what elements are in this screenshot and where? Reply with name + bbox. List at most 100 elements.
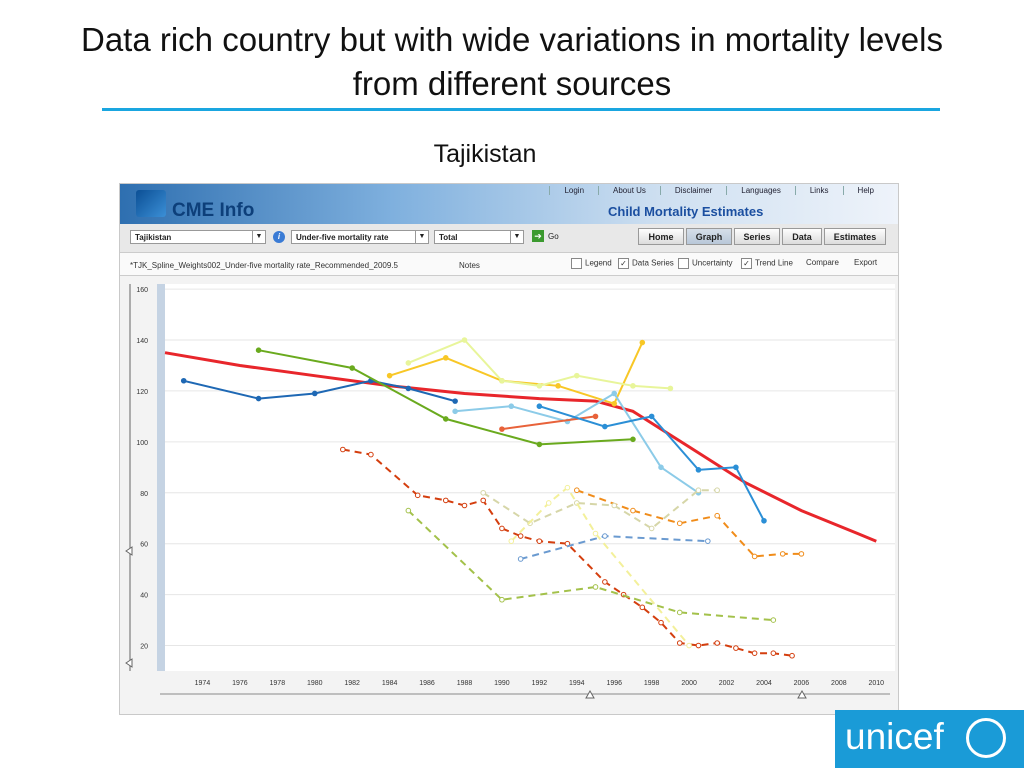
data-point	[536, 538, 543, 544]
data-point	[611, 390, 618, 397]
slide-subtitle: Tajikistan	[433, 140, 537, 168]
data-point	[751, 553, 758, 560]
mortality-chart: 20 40 60 80 100 120 140 160 1974 1976 1978 1980 1982…	[125, 284, 895, 699]
app-screenshot: CME Info Child Mortality Estimates Login…	[119, 183, 899, 715]
cme-logo-icon	[136, 190, 166, 217]
data-point	[770, 617, 777, 623]
app-logo[interactable]: CME Info	[172, 200, 255, 221]
x-tick-label: 1978	[270, 680, 286, 687]
data-point	[733, 645, 739, 651]
data-point	[676, 520, 683, 527]
export-link[interactable]: Export	[854, 258, 878, 267]
unicef-logo: unicef	[835, 710, 1024, 768]
data-series-checkbox[interactable]: ✓ Data Series	[618, 258, 674, 269]
x-tick-label: 1996	[606, 680, 622, 687]
country-select[interactable]: Tajikistan ▼	[130, 230, 266, 244]
data-series-line	[407, 509, 774, 622]
data-point	[658, 619, 664, 626]
y-tick-label: 120	[136, 389, 148, 396]
data-point	[676, 640, 683, 646]
top-link-about[interactable]: About Us	[598, 186, 660, 195]
notes-link[interactable]: Notes	[459, 261, 480, 270]
data-point	[602, 579, 608, 585]
data-point	[667, 385, 674, 392]
data-point	[499, 525, 505, 532]
data-point	[442, 497, 449, 504]
data-point	[461, 337, 468, 343]
chevron-down-icon: ▼	[415, 231, 428, 243]
unicef-logo-text: unicef	[845, 716, 944, 757]
data-point	[564, 484, 571, 491]
trend-line-checkbox-label: Trend Line	[755, 258, 793, 268]
data-point	[536, 441, 543, 448]
y-tick-label: 100	[136, 440, 148, 447]
data-point	[602, 423, 608, 430]
checkmark-icon: ✓	[618, 258, 629, 269]
x-tick-label: 2002	[719, 680, 735, 687]
data-point	[602, 533, 608, 539]
data-point	[517, 556, 524, 562]
data-point	[714, 640, 720, 646]
nav-graph-button[interactable]: Graph	[686, 228, 732, 245]
country-select-value: Tajikistan	[135, 233, 172, 242]
data-series-line	[539, 405, 765, 522]
data-point	[573, 487, 580, 494]
nav-data-button[interactable]: Data	[782, 228, 822, 245]
legend-checkbox[interactable]: Legend	[571, 258, 612, 269]
sex-select[interactable]: Total ▼	[434, 230, 524, 244]
data-point	[798, 551, 805, 557]
data-point	[405, 360, 412, 366]
data-point	[639, 604, 646, 611]
plot-area	[165, 284, 895, 671]
go-button-label[interactable]: Go	[548, 232, 559, 241]
top-link-languages[interactable]: Languages	[726, 186, 795, 195]
x-tick-label: 1976	[232, 680, 248, 687]
data-point	[770, 650, 777, 656]
data-point	[499, 426, 505, 432]
series-file-label: *TJK_Spline_Weights002_Under-five mortal…	[130, 261, 398, 270]
data-point	[536, 403, 543, 410]
top-links: Login About Us Disclaimer Languages Link…	[549, 186, 888, 195]
legend-checkbox-label: Legend	[585, 258, 612, 268]
data-point	[461, 502, 468, 509]
data-point	[592, 530, 599, 537]
y-tick-label: 20	[140, 644, 148, 651]
indicator-select[interactable]: Under-five mortality rate ▼	[291, 230, 429, 244]
uncertainty-checkbox[interactable]: Uncertainty	[678, 258, 732, 269]
options-bar: *TJK_Spline_Weights002_Under-five mortal…	[120, 253, 898, 276]
slider-handle-icon	[585, 689, 595, 699]
data-point	[311, 390, 318, 397]
chevron-down-icon: ▼	[252, 231, 265, 243]
top-link-help[interactable]: Help	[842, 186, 888, 195]
checkbox-box	[571, 258, 582, 269]
data-point	[499, 377, 505, 384]
x-tick-label: 2006	[794, 680, 810, 687]
x-tick-label: 1994	[569, 680, 585, 687]
slide-title: Data rich country but with wide variatio…	[80, 21, 943, 102]
data-point	[779, 551, 786, 557]
x-tick-label: 2010	[868, 680, 884, 687]
go-arrow-icon[interactable]: ➔	[532, 230, 544, 242]
x-tick-label: 2000	[681, 680, 697, 687]
nav-home-button[interactable]: Home	[638, 228, 684, 245]
nav-estimates-button[interactable]: Estimates	[824, 228, 886, 245]
slider-handle-icon	[125, 658, 133, 668]
nav-series-button[interactable]: Series	[734, 228, 780, 245]
trend-line-checkbox[interactable]: ✓ Trend Line	[741, 258, 793, 269]
data-point	[405, 507, 412, 514]
y-tick-label: 80	[140, 491, 148, 498]
data-point	[658, 464, 664, 471]
top-link-login[interactable]: Login	[549, 186, 598, 195]
x-tick-label: 1990	[494, 680, 510, 687]
data-point	[517, 533, 524, 539]
slider-handle-icon	[797, 689, 807, 699]
slider-handle-icon	[125, 546, 133, 556]
uncertainty-checkbox-label: Uncertainty	[692, 258, 733, 268]
compare-link[interactable]: Compare	[806, 258, 839, 267]
top-link-disclaimer[interactable]: Disclaimer	[659, 186, 726, 195]
data-point	[630, 383, 636, 389]
data-point	[630, 507, 636, 514]
top-link-links[interactable]: Links	[794, 186, 843, 195]
info-icon[interactable]: i	[273, 231, 285, 243]
data-point	[733, 464, 739, 471]
